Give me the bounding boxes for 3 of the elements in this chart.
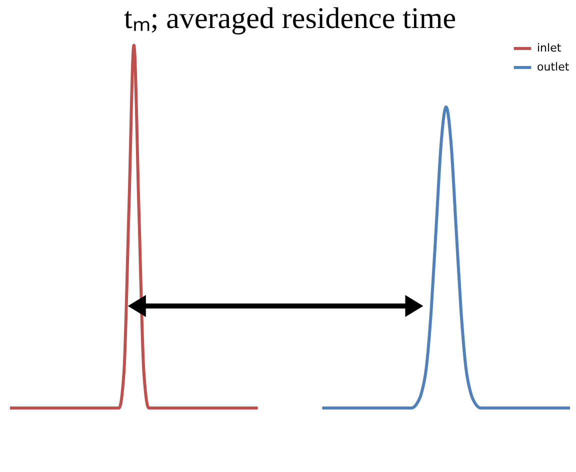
legend-label: outlet bbox=[537, 60, 570, 74]
chart-title: tₘ; averaged residence time bbox=[124, 2, 456, 35]
legend-label: inlet bbox=[537, 42, 562, 54]
